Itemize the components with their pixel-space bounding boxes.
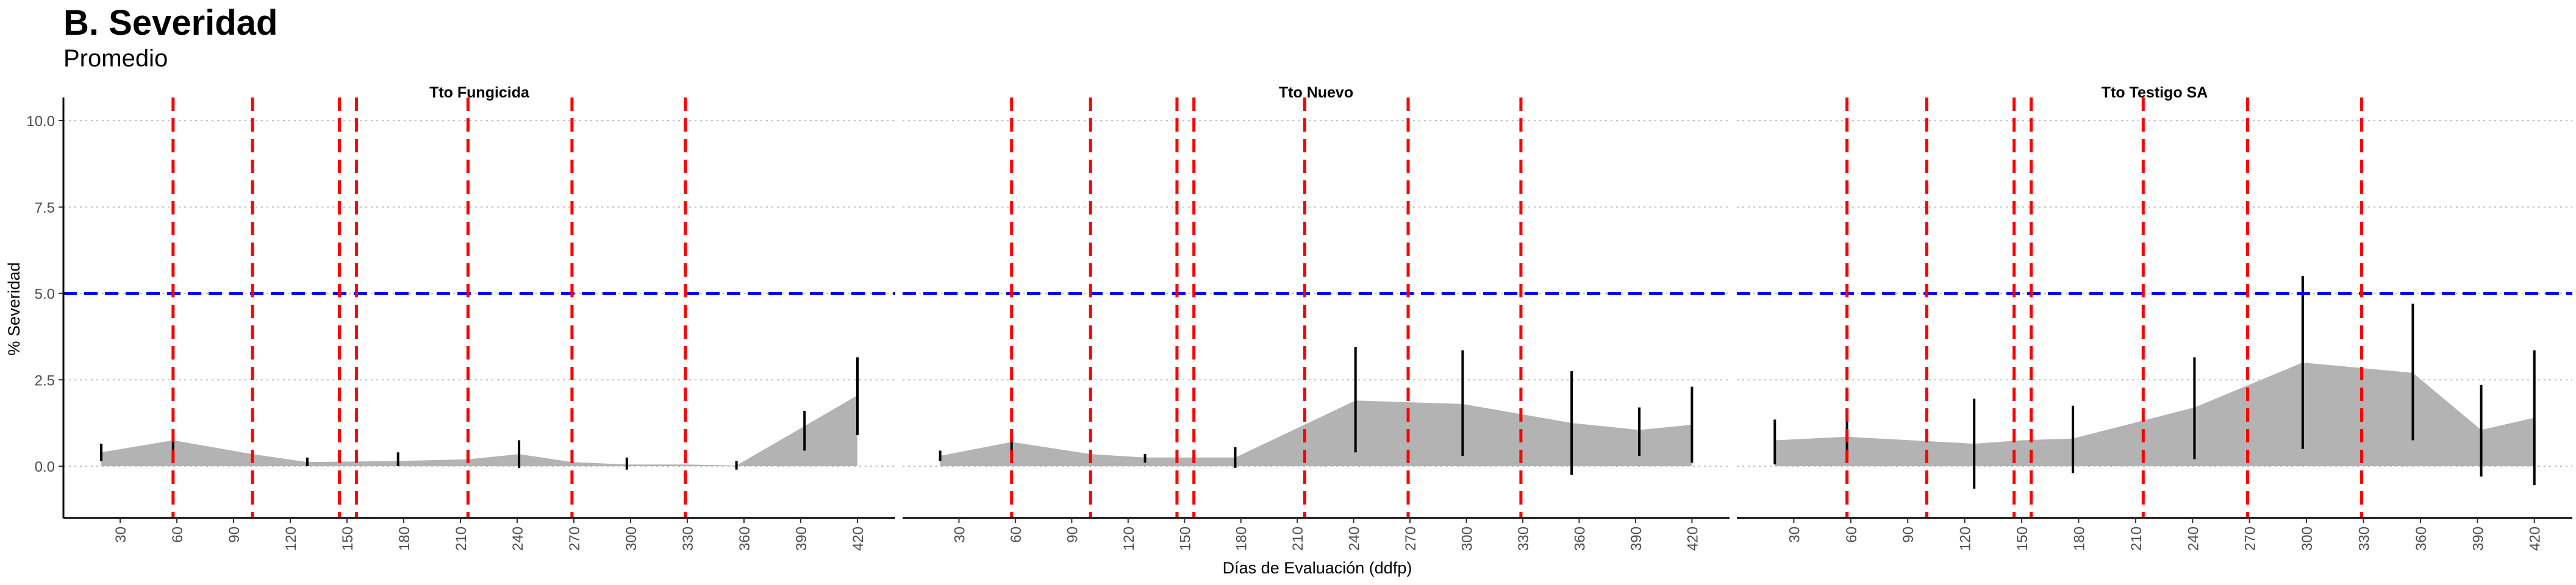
x-tick-label: 330 [1515,526,1532,551]
x-tick-label: 120 [283,526,299,551]
x-tick-label: 360 [1572,526,1589,551]
x-tick-label: 420 [1684,526,1701,551]
x-tick-label: 360 [2413,526,2430,551]
x-tick-label: 390 [1628,526,1645,551]
panels: Tto Fungicida 30 60 90 120 150 180 210 240 270 300… [62,84,2572,551]
x-tick-label: 60 [1008,526,1025,543]
x-tick-label: 90 [1064,526,1081,543]
x-tick-label: 90 [1900,526,1917,543]
x-tick-label: 30 [1786,526,1803,543]
y-tick-label: 5.0 [35,286,55,303]
x-tick-label: 270 [567,526,583,551]
x-tick-label: 300 [1459,526,1476,551]
y-tick-label: 0.0 [35,459,55,475]
panel-title: Tto Nuevo [1279,84,1353,101]
x-tick-label: 360 [737,526,753,551]
x-tick-label: 150 [2014,526,2031,551]
x-tick-label: 330 [2356,526,2373,551]
panel: Tto Testigo SA 30 60 90 120 150 180 210 240 270 30… [1737,84,2572,551]
severity-area [101,395,857,466]
x-tick-label: 240 [510,526,526,551]
x-tick-label: 60 [170,526,186,543]
x-tick-label: 180 [1234,526,1250,551]
x-tick-label: 210 [453,526,470,551]
x-tick-label: 390 [2470,526,2486,551]
panel-title: Tto Fungicida [429,84,530,101]
x-tick-label: 270 [2242,526,2259,551]
x-tick-label: 120 [1958,526,1974,551]
x-tick-label: 300 [623,526,640,551]
x-tick-label: 180 [396,526,413,551]
panel-title: Tto Testigo SA [2102,84,2208,101]
x-tick-label: 90 [226,526,243,543]
chart-title: B. Severidad [63,3,278,43]
x-tick-label: 150 [340,526,356,551]
x-tick-label: 420 [2527,526,2544,551]
x-tick-label: 210 [2128,526,2145,551]
x-tick-label: 330 [680,526,696,551]
y-tick-label: 10.0 [26,113,55,130]
x-axis-label: Días de Evaluación (ddfp) [1223,559,1412,577]
x-tick-label: 60 [1844,526,1860,543]
x-tick-label: 270 [1403,526,1419,551]
panel: Tto Nuevo 30 60 90 120 150 180 210 240 270 300 330 3… [903,84,1730,551]
y-axis-label: % Severidad [5,262,23,355]
x-tick-label: 420 [850,526,867,551]
x-tick-label: 240 [2185,526,2202,551]
x-tick-label: 300 [2299,526,2316,551]
x-tick-label: 30 [952,526,968,543]
x-tick-label: 210 [1290,526,1306,551]
severity-area [1775,362,2535,466]
x-tick-label: 150 [1177,526,1193,551]
y-tick-label: 2.5 [35,372,55,389]
x-tick-label: 180 [2072,526,2088,551]
severity-area [940,400,1692,466]
panel: Tto Fungicida 30 60 90 120 150 180 210 240 270 300… [62,84,895,551]
x-tick-label: 120 [1121,526,1137,551]
y-tick-label: 7.5 [35,200,55,216]
y-axis: 0.0 2.5 5.0 7.5 10.0 [26,113,63,475]
x-tick-label: 240 [1347,526,1363,551]
x-tick-label: 390 [793,526,810,551]
x-tick-label: 30 [113,526,129,543]
chart-subtitle: Promedio [63,45,168,72]
